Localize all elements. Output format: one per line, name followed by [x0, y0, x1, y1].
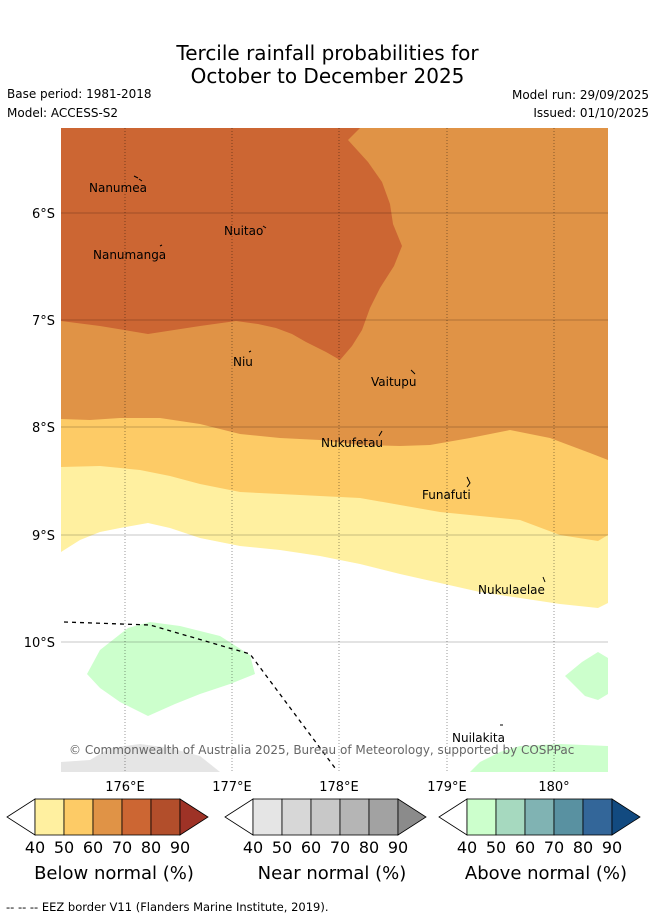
colorbar-tick-label: 90	[601, 838, 623, 857]
colorbar-segment-80	[150, 798, 181, 836]
latitude-gridlines	[61, 212, 608, 643]
colorbar-tick-label: 80	[140, 838, 162, 857]
colorbar-tick-label: 40	[456, 838, 478, 857]
colorbar-tick-label: 90	[387, 838, 409, 857]
place-label-nanumea: Nanumea	[89, 181, 147, 195]
colorbar-tick-label: 50	[53, 838, 75, 857]
lon-label-177e: 177°E	[212, 780, 252, 795]
colorbar-segment-60	[92, 798, 123, 836]
place-label-nuitao: Nuitao	[224, 224, 263, 238]
colorbar-below-40-tip	[6, 798, 36, 836]
island-mark-vaitupu	[410, 369, 416, 375]
island-mark-nuitao	[262, 225, 267, 229]
above-normal-40-region	[87, 622, 255, 716]
colorbar-tick-label: 90	[169, 838, 191, 857]
colorbar-segment-40	[34, 798, 65, 836]
colorbar-tick-label: 50	[271, 838, 293, 857]
place-label-funafuti: Funafuti	[422, 488, 471, 502]
colorbar-below-40-tip	[438, 798, 468, 836]
place-label-nanumanga: Nanumanga	[93, 248, 166, 262]
colorbar-tick-label: 70	[543, 838, 565, 857]
colorbar-segment-80	[582, 798, 613, 836]
island-mark-nukufetau	[378, 430, 383, 437]
colorbar-segment-90	[397, 798, 427, 836]
lat-label-9s: 9°S	[32, 529, 55, 544]
colorbar-title: Near normal (%)	[257, 863, 407, 884]
colorbar-tick-label: 40	[242, 838, 264, 857]
colorbar-tick-label: 40	[24, 838, 46, 857]
colorbar-tick-label: 70	[329, 838, 351, 857]
place-label-nukulaelae: Nukulaelae	[478, 583, 545, 597]
colorbar-below-40-tip	[224, 798, 254, 836]
colorbar-segment-70	[121, 798, 152, 836]
place-label-nukufetau: Nukufetau	[321, 436, 383, 450]
colorbar-above-normal	[438, 798, 641, 836]
map-title-line2: October to December 2025	[190, 64, 465, 88]
island-mark-funafuti	[466, 476, 471, 488]
colorbar-segment-50	[63, 798, 94, 836]
colorbar-segment-40	[466, 798, 497, 836]
colorbar-below-normal	[6, 798, 209, 836]
colorbar-segment-60	[524, 798, 555, 836]
lat-label-7s: 7°S	[32, 314, 55, 329]
lon-label-178e: 178°E	[319, 780, 359, 795]
colorbar-segment-70	[339, 798, 370, 836]
issued-label: Issued: 01/10/2025	[533, 106, 649, 120]
colorbar-tick-label: 60	[300, 838, 322, 857]
island-mark-nanumea	[133, 175, 143, 182]
colorbar-segment-90	[179, 798, 209, 836]
colorbar-tick-label: 60	[82, 838, 104, 857]
island-mark-nanumanga	[159, 244, 163, 247]
colorbar-segment-40	[252, 798, 283, 836]
lon-label-179e: 179°E	[427, 780, 467, 795]
model-run-label: Model run: 29/09/2025	[511, 88, 649, 102]
place-label-niu: Niu	[233, 355, 253, 369]
map-credit: © Commonwealth of Australia 2025, Bureau…	[69, 743, 574, 757]
lat-label-8s: 8°S	[32, 421, 55, 436]
below-normal-70-region	[61, 128, 402, 360]
colorbar-segment-50	[281, 798, 312, 836]
near-normal-40-region	[61, 744, 220, 772]
above-normal-40-region-east	[565, 652, 608, 700]
colorbar-tick-label: 80	[358, 838, 380, 857]
colorbar-segment-90	[611, 798, 641, 836]
colorbar-title: Above normal (%)	[464, 863, 628, 884]
island-marks	[133, 175, 546, 726]
place-label-nuilakita: Nuilakita	[452, 731, 505, 745]
eez-border	[63, 621, 336, 769]
lat-label-10s: 10°S	[24, 636, 55, 651]
lat-label-6s: 6°S	[32, 207, 55, 222]
place-label-vaitupu: Vaitupu	[371, 375, 417, 389]
colorbar-segment-60	[310, 798, 341, 836]
model-label: Model: ACCESS-S2	[7, 106, 119, 120]
base-period-label: Base period: 1981-2018	[7, 87, 152, 101]
colorbar-segment-80	[368, 798, 399, 836]
colorbar-tick-label: 70	[111, 838, 133, 857]
map-title-line1: Tercile rainfall probabilities for	[176, 41, 479, 65]
longitude-gridlines	[124, 128, 555, 772]
island-mark-nukulaelae	[542, 576, 546, 583]
colorbar-tick-label: 60	[514, 838, 536, 857]
colorbar-tick-label: 50	[485, 838, 507, 857]
colorbar-tick-label: 80	[572, 838, 594, 857]
island-mark-niu	[248, 350, 252, 353]
colorbar-segment-50	[495, 798, 526, 836]
lon-label-180: 180°	[538, 780, 569, 795]
eez-footnote: -- -- -- EEZ border V11 (Flanders Marine…	[6, 900, 329, 914]
colorbar-title: Below normal (%)	[34, 863, 194, 884]
above-normal-40-region-south	[470, 744, 608, 772]
lon-label-176e: 176°E	[105, 780, 145, 795]
colorbar-near-normal	[224, 798, 427, 836]
colorbar-segment-70	[553, 798, 584, 836]
